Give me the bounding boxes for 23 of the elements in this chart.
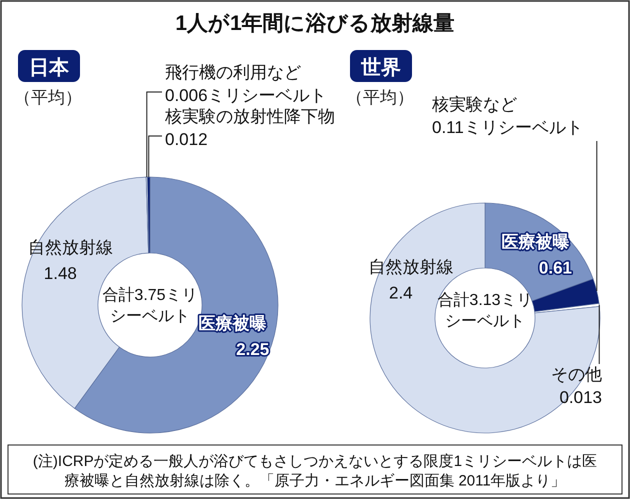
text: （平均） bbox=[14, 88, 82, 107]
chart-subtitle: （平均） bbox=[346, 88, 414, 107]
data-label: 0.61 bbox=[538, 258, 572, 278]
data-label: 0.006ミリシーベルト bbox=[165, 86, 327, 105]
slice-label: その他 bbox=[551, 365, 602, 384]
text: 合計3.13ミリシーベルト bbox=[437, 291, 533, 330]
text: 1人が1年間に浴びる放射線量 bbox=[175, 12, 455, 35]
data-label: 0.012 bbox=[165, 130, 208, 149]
slice-label: 飛行機の利用など bbox=[165, 63, 301, 82]
slice-label: 自然放射線 bbox=[368, 258, 454, 277]
slice-label: 核実験など bbox=[431, 95, 517, 114]
slice-label: 医療被曝 bbox=[501, 232, 570, 252]
slice-label: 自然放射線 bbox=[28, 238, 113, 257]
chart-title: 世界 bbox=[360, 57, 401, 79]
text: 合計3.75ミリシーベルト bbox=[102, 286, 198, 325]
text: (注)ICRPが定める一般人が浴びてもさしつかえないとする限度1ミリシーベルトは医療被曝と自然放射線は除く。「原子力・エネルギー図面集 2011年版より」 bbox=[32, 453, 598, 490]
slice-label: 核実験の放射性降下物 bbox=[164, 107, 335, 126]
data-label: 1.48 bbox=[44, 264, 77, 283]
data-label: 2.25 bbox=[236, 340, 270, 360]
data-label: 2.4 bbox=[389, 284, 413, 303]
chart-title: 日本 bbox=[29, 57, 70, 79]
slice-label: 医療被曝 bbox=[198, 314, 267, 334]
data-label: 0.11ミリシーベルト bbox=[432, 118, 583, 137]
